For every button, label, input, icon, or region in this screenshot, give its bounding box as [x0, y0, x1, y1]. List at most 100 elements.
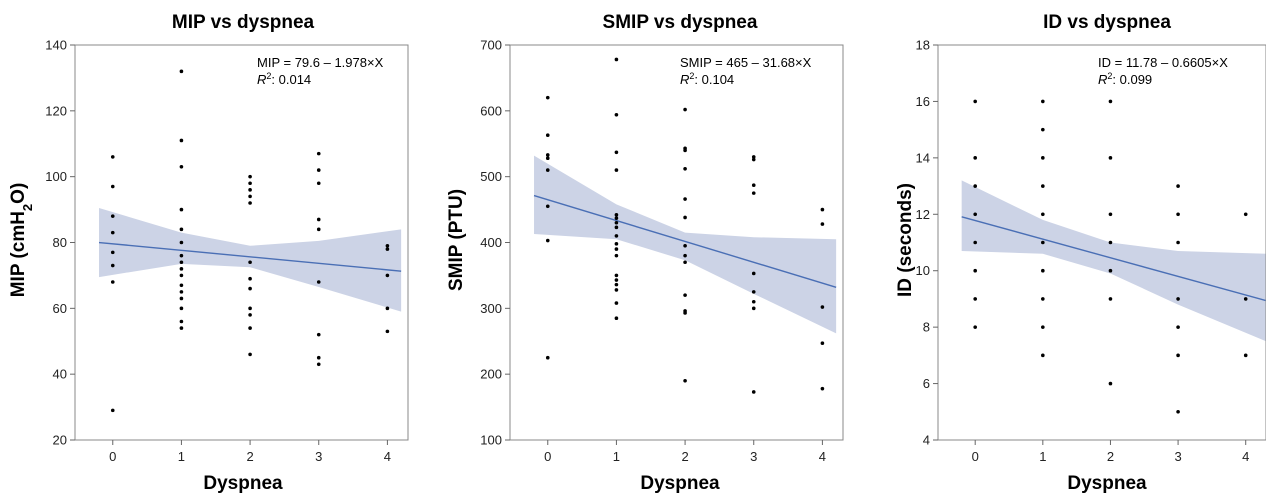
data-point: [973, 268, 977, 273]
data-point: [316, 181, 321, 186]
data-point: [316, 217, 321, 222]
data-point: [110, 214, 115, 218]
data-point: [179, 290, 184, 294]
y-tick-label: 20: [53, 433, 67, 448]
y-tick-label: 500: [480, 169, 502, 184]
data-point: [820, 386, 825, 391]
data-point: [248, 174, 252, 179]
data-point: [1041, 99, 1045, 104]
data-point: [179, 164, 184, 169]
data-point: [1041, 184, 1045, 188]
plot-area: [533, 57, 837, 394]
y-tick-label: 16: [916, 94, 930, 109]
data-point: [248, 286, 252, 291]
y-tick-label: 6: [923, 376, 930, 391]
data-point: [110, 250, 115, 255]
data-point: [751, 290, 756, 294]
data-point: [179, 326, 184, 330]
data-point: [1243, 297, 1248, 301]
data-point: [545, 168, 550, 172]
data-point: [179, 267, 184, 271]
data-point: [248, 201, 252, 205]
data-point: [1108, 381, 1113, 386]
data-point: [179, 273, 184, 278]
data-point: [179, 296, 184, 301]
y-tick-label: 400: [480, 235, 502, 250]
data-point: [614, 168, 619, 172]
data-point: [179, 69, 184, 74]
x-tick-label: 0: [109, 449, 116, 464]
data-point: [973, 297, 977, 301]
y-tick-label: 300: [480, 301, 502, 316]
data-point: [751, 390, 756, 394]
data-point: [614, 225, 619, 230]
data-point: [1041, 127, 1045, 132]
y-tick-label: 600: [480, 103, 502, 118]
data-point: [316, 280, 321, 284]
data-point: [385, 247, 390, 251]
x-tick-label: 4: [1242, 449, 1249, 464]
data-point: [110, 230, 115, 235]
r-squared: R2: 0.014: [257, 71, 311, 87]
data-point: [1176, 212, 1180, 217]
data-point: [1176, 184, 1180, 188]
data-point: [545, 95, 550, 100]
y-tick-label: 4: [923, 433, 930, 448]
data-point: [179, 240, 184, 245]
data-point: [1108, 297, 1113, 301]
data-point: [973, 184, 977, 188]
x-tick-label: 2: [681, 449, 688, 464]
plot-area: [98, 69, 402, 413]
r-squared: R2: 0.099: [1098, 71, 1152, 87]
data-point: [683, 166, 687, 171]
data-point: [179, 260, 184, 265]
chart-title: MIP vs dyspnea: [172, 12, 315, 33]
y-tick-label: 12: [916, 207, 930, 222]
x-tick-label: 3: [315, 449, 322, 464]
data-point: [751, 183, 756, 188]
panel-id: ID vs dyspnea ID (seconds) Dyspnea ID = …: [895, 12, 1266, 494]
data-point: [973, 156, 977, 160]
data-point: [179, 253, 184, 258]
data-point: [248, 306, 252, 311]
regression-equation: MIP = 79.6 – 1.978×X: [257, 55, 384, 70]
data-point: [1176, 297, 1180, 301]
y-tick-label: 200: [480, 367, 502, 382]
regression-equation: ID = 11.78 – 0.6605×X: [1098, 55, 1228, 70]
data-point: [248, 326, 252, 330]
y-tick-label: 120: [45, 103, 67, 118]
data-point: [1108, 156, 1113, 160]
data-point: [614, 273, 619, 278]
data-point: [1041, 240, 1045, 245]
data-point: [683, 215, 687, 220]
y-tick-label: 14: [916, 150, 930, 165]
data-point: [820, 222, 825, 226]
panel-mip: MIP vs dyspnea MIP (cmH2O) Dyspnea MIP =…: [8, 12, 409, 494]
y-axis-label: MIP (cmH2O): [8, 183, 35, 298]
x-tick-label: 1: [613, 449, 620, 464]
x-tick-label: 1: [178, 449, 185, 464]
data-point: [385, 243, 390, 248]
data-point: [614, 253, 619, 258]
data-point: [614, 220, 619, 225]
data-point: [614, 316, 619, 321]
confidence-band: [99, 207, 402, 312]
r-squared: R2: 0.104: [680, 71, 734, 87]
data-point: [110, 184, 115, 189]
data-point: [614, 247, 619, 251]
data-point: [1041, 212, 1045, 217]
data-point: [179, 207, 184, 212]
data-point: [1176, 240, 1180, 245]
data-point: [614, 288, 619, 292]
panel-smip: SMIP vs dyspnea SMIP (PTU) Dyspnea SMIP …: [446, 12, 844, 494]
x-tick-label: 2: [1107, 449, 1114, 464]
data-point: [545, 355, 550, 360]
data-point: [1176, 325, 1180, 329]
y-tick-label: 140: [45, 38, 67, 53]
data-point: [110, 408, 115, 413]
data-point: [316, 362, 321, 367]
data-point: [110, 155, 115, 159]
data-point: [683, 107, 687, 112]
x-axis-label: Dyspnea: [203, 473, 283, 494]
